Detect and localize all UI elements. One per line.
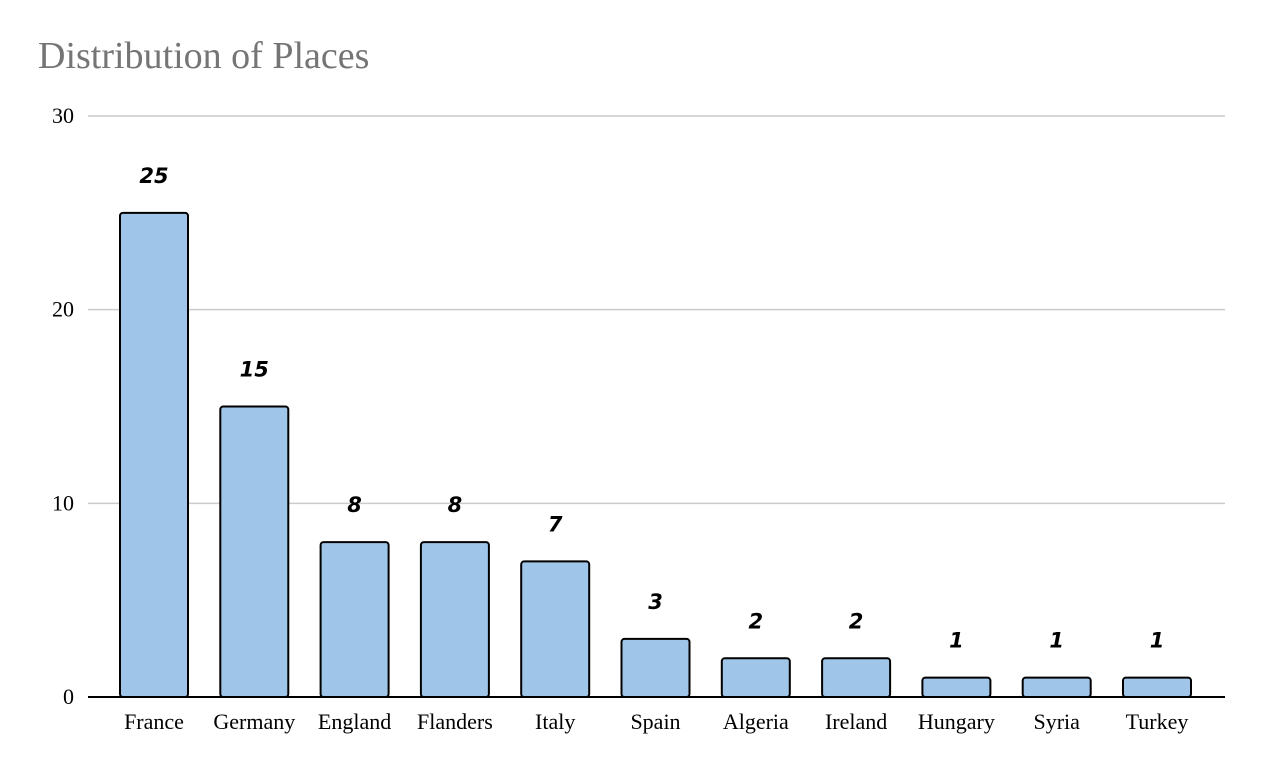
data-label-germany: 15 [240,358,269,382]
x-tick-label-algeria: Algeria [723,709,789,734]
bar-france [119,211,189,698]
bars [119,211,1192,699]
x-tick-label-italy: Italy [535,709,575,734]
y-axis-ticks: 0 10 20 30 [52,103,74,709]
x-tick-label-germany: Germany [213,709,295,734]
chart-title: Distribution of Places [38,35,370,77]
x-tick-label-spain: Spain [630,709,680,734]
x-axis-categories: France Germany England Flanders Italy Spain Al… [124,709,1188,734]
data-label-syria: 1 [1049,629,1064,653]
bar-algeria [720,657,791,698]
x-tick-label-ireland: Ireland [825,709,887,734]
data-label-spain: 3 [648,590,663,614]
bar-england [319,541,390,698]
bar-germany [219,405,290,698]
data-label-england: 8 [347,493,362,517]
data-label-italy: 7 [548,512,563,536]
data-labels: 25 15 8 8 7 3 2 2 1 1 1 [139,164,1164,653]
y-tick-label: 10 [52,490,74,515]
bar-ireland [821,657,892,698]
data-label-flanders: 8 [448,493,463,517]
bar-syria [1021,676,1092,699]
bar-italy [520,560,591,699]
data-label-algeria: 2 [748,609,763,633]
x-tick-label-hungary: Hungary [918,709,995,734]
y-tick-label: 30 [52,103,74,128]
x-tick-label-syria: Syria [1033,709,1080,734]
y-tick-label: 0 [63,684,74,709]
data-label-ireland: 2 [849,609,864,633]
bar-hungary [921,676,992,699]
bar-spain [620,637,691,699]
data-label-turkey: 1 [1150,629,1165,653]
data-label-hungary: 1 [949,629,964,653]
y-tick-label: 20 [52,297,74,322]
x-tick-label-france: France [124,709,184,734]
bar-flanders [419,541,490,698]
x-tick-label-flanders: Flanders [417,709,493,734]
data-label-france: 25 [139,164,168,188]
x-tick-label-england: England [318,709,391,734]
bar-turkey [1122,676,1192,699]
x-tick-label-turkey: Turkey [1126,709,1189,734]
